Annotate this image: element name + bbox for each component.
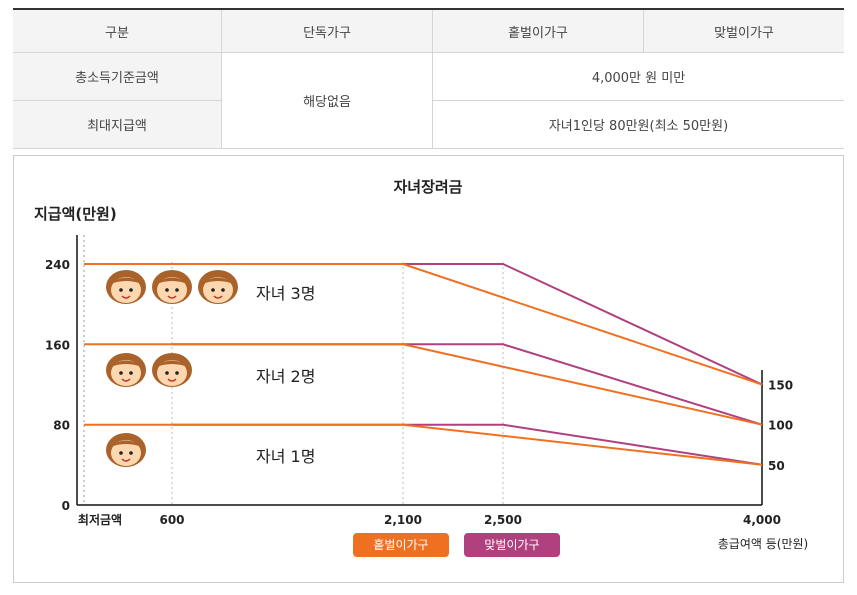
group-label: 자녀 2명 — [256, 367, 315, 386]
child-face-icon — [198, 270, 238, 304]
group-label: 자녀 3명 — [256, 284, 315, 303]
table-header-cell: 홑벌이가구 — [432, 8, 644, 53]
eligibility-table: 구분 단독가구 홑벌이가구 맞벌이가구 총소득기준금액 해당없음 4,000만 … — [13, 8, 844, 149]
right-tick-label: 100 — [768, 419, 793, 433]
single-household-cell: 해당없음 — [221, 52, 433, 149]
x-tick-label: 600 — [159, 513, 184, 527]
x-axis-label: 총급여액 등(만원) — [718, 537, 808, 551]
legend-single-earner: 홑벌이가구 — [353, 533, 449, 557]
y-tick-label: 80 — [53, 419, 70, 433]
series-line — [84, 423, 763, 466]
row-label-income: 총소득기준금액 — [13, 52, 222, 101]
y-tick-label: 240 — [45, 258, 70, 272]
x-tick-label: 4,000 — [743, 513, 781, 527]
series-line — [84, 263, 763, 386]
child-face-icon — [106, 270, 146, 304]
x-tick-label: 2,500 — [484, 513, 522, 527]
child-face-icon — [152, 353, 192, 387]
table-row: 최대지급액 자녀1인당 80만원(최소 50만원) — [13, 100, 844, 149]
series-line — [84, 343, 763, 426]
table-header-cell: 구분 — [13, 8, 222, 53]
table-row: 총소득기준금액 해당없음 4,000만 원 미만 — [13, 52, 844, 149]
legend-dual-earner: 맞벌이가구 — [464, 533, 560, 557]
y-tick-label: 160 — [45, 338, 70, 352]
table-header-cell: 맞벌이가구 — [643, 8, 844, 53]
table-header-row: 구분 단독가구 홑벌이가구 맞벌이가구 — [13, 8, 844, 53]
y-tick-label: 0 — [62, 499, 70, 513]
right-tick-label: 50 — [768, 459, 785, 473]
row-label-max-payment: 최대지급액 — [13, 100, 222, 149]
table-header-cell: 단독가구 — [221, 8, 433, 53]
chart-frame — [13, 155, 844, 583]
y-axis-label: 지급액(만원) — [34, 205, 117, 223]
max-payment-cell: 자녀1인당 80만원(최소 50만원) — [432, 100, 844, 149]
child-face-icon — [152, 270, 192, 304]
child-face-icon — [106, 433, 146, 467]
right-tick-label: 150 — [768, 379, 793, 393]
x-tick-label: 최저금액 — [78, 512, 122, 527]
chart-title: 자녀장려금 — [393, 178, 462, 196]
child-face-icon — [106, 353, 146, 387]
group-label: 자녀 1명 — [256, 447, 315, 466]
income-threshold-cell: 4,000만 원 미만 — [432, 52, 844, 101]
x-tick-label: 2,100 — [384, 513, 422, 527]
